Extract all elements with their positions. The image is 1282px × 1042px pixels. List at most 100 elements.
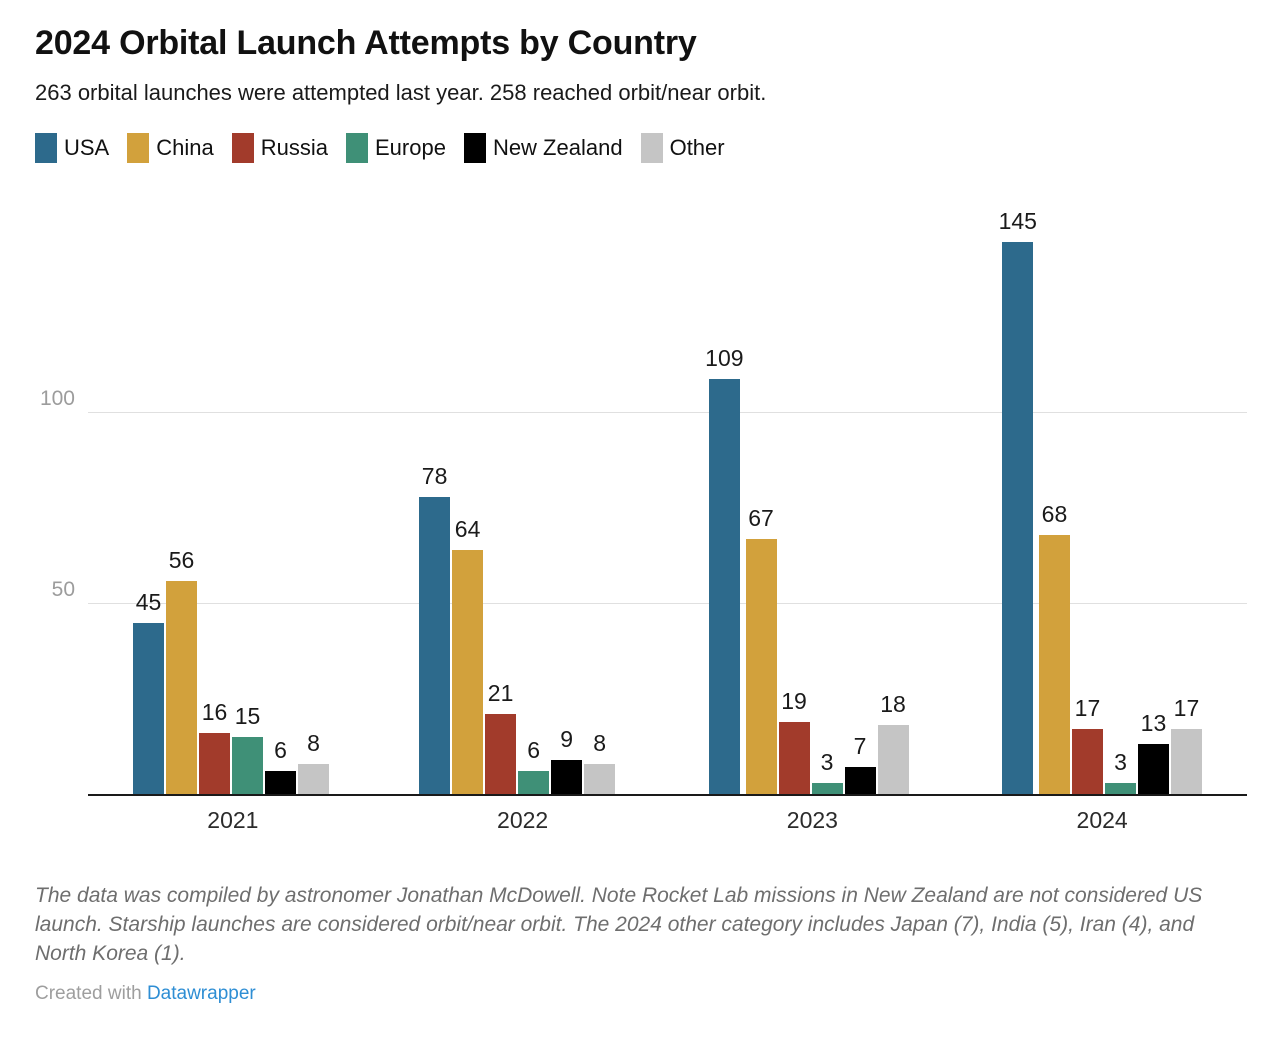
bar-col-europe-2023: 3 bbox=[811, 748, 843, 794]
legend-label-other: Other bbox=[669, 135, 725, 160]
bar-col-europe-2024: 3 bbox=[1104, 748, 1136, 794]
legend-swatch-china bbox=[127, 133, 150, 163]
bar-col-china-2024: 68 bbox=[1038, 500, 1070, 794]
bar-col-china-2022: 64 bbox=[452, 516, 484, 794]
value-label-europe-2024: 3 bbox=[1114, 748, 1127, 775]
value-label-usa-2023: 109 bbox=[705, 344, 744, 371]
bar-other-2022 bbox=[584, 763, 616, 794]
legend-label-russia: Russia bbox=[260, 135, 328, 160]
gridline-100 bbox=[88, 412, 1247, 413]
x-axis-label-2023: 2023 bbox=[786, 807, 838, 833]
value-label-usa-2024: 145 bbox=[998, 207, 1037, 234]
bar-new-zealand-2022 bbox=[551, 759, 583, 794]
bar-col-other-2021: 8 bbox=[298, 729, 330, 794]
bar-russia-2022 bbox=[485, 714, 517, 794]
legend-label-usa: USA bbox=[64, 135, 110, 160]
bar-new-zealand-2021 bbox=[265, 771, 297, 794]
legend-item-new-zealand: New Zealand bbox=[463, 133, 623, 163]
legend-label-europe: Europe bbox=[374, 135, 446, 160]
bar-col-other-2022: 8 bbox=[584, 730, 616, 794]
bar-europe-2022 bbox=[518, 771, 550, 794]
bar-other-2023 bbox=[877, 725, 909, 794]
bar-russia-2024 bbox=[1071, 729, 1103, 794]
bar-col-new-zealand-2022: 9 bbox=[551, 726, 583, 794]
bar-col-other-2023: 18 bbox=[877, 691, 909, 794]
chart-header: 2024 Orbital Launch Attempts by Country … bbox=[35, 24, 1247, 106]
bar-russia-2023 bbox=[778, 721, 810, 794]
bar-new-zealand-2024 bbox=[1137, 744, 1169, 794]
bar-usa-2023 bbox=[708, 378, 740, 794]
page-title: 2024 Orbital Launch Attempts by Country bbox=[35, 24, 697, 62]
chart-subtitle: 263 orbital launches were attempted last… bbox=[35, 80, 767, 105]
legend-swatch-usa bbox=[35, 133, 57, 163]
legend-swatch-new-zealand bbox=[463, 133, 486, 163]
bar-usa-2024 bbox=[1002, 241, 1034, 794]
legend-item-other: Other bbox=[640, 133, 725, 163]
bar-col-new-zealand-2021: 6 bbox=[265, 737, 297, 794]
bar-group-2021: 45 56 16 15 6 8 bbox=[133, 547, 330, 794]
bar-col-europe-2021: 15 bbox=[232, 702, 264, 794]
bar-col-usa-2022: 78 bbox=[419, 462, 451, 794]
bar-col-russia-2023: 19 bbox=[778, 687, 810, 794]
value-label-europe-2023: 3 bbox=[820, 748, 834, 775]
bar-col-usa-2021: 45 bbox=[133, 588, 165, 794]
bar-china-2024 bbox=[1038, 534, 1070, 794]
bar-china-2023 bbox=[745, 538, 777, 794]
value-label-new-zealand-2021: 6 bbox=[274, 737, 287, 764]
legend-label-new-zealand: New Zealand bbox=[492, 135, 623, 160]
bar-group-2024: 145 68 17 3 13 17 bbox=[999, 208, 1202, 794]
value-label-other-2024: 17 bbox=[1173, 695, 1200, 722]
gridline-50 bbox=[88, 602, 1247, 604]
value-label-usa-2022: 78 bbox=[421, 462, 448, 489]
bars-layer: 45 56 16 15 6 8 78 64 21 6 9 8 109 67 19 3 7 18 145 68 17 3 13… bbox=[88, 208, 1247, 794]
x-axis-line bbox=[88, 794, 1247, 796]
bar-chart: 50 100 45 56 16 15 6 8 78 64 21 6 9 8 109 67 19 3 7 18 145 6… bbox=[35, 179, 1247, 834]
value-label-usa-2021: 45 bbox=[135, 588, 162, 615]
value-label-new-zealand-2023: 7 bbox=[853, 733, 867, 760]
footnote: The data was compiled by astronomer Jona… bbox=[35, 884, 1203, 965]
bar-col-russia-2022: 21 bbox=[485, 680, 517, 794]
legend-item-europe: Europe bbox=[345, 133, 446, 163]
y-tick-label-100: 100 bbox=[39, 387, 75, 410]
legend-item-china: China bbox=[127, 133, 214, 163]
legend-swatch-other bbox=[640, 133, 663, 163]
value-label-russia-2022: 21 bbox=[487, 680, 514, 706]
bar-usa-2022 bbox=[419, 496, 451, 794]
bar-col-new-zealand-2024: 13 bbox=[1137, 710, 1169, 794]
bar-russia-2021 bbox=[199, 733, 231, 794]
legend-label-china: China bbox=[156, 135, 214, 160]
bar-col-china-2023: 67 bbox=[745, 504, 777, 794]
bar-china-2022 bbox=[452, 550, 484, 794]
value-label-china-2024: 68 bbox=[1041, 500, 1068, 527]
x-axis-labels: 2021 2022 2023 2024 bbox=[88, 807, 1247, 834]
bar-group-2023: 109 67 19 3 7 18 bbox=[705, 344, 909, 794]
credit-line: Created with Datawrapper bbox=[35, 983, 1247, 1005]
value-label-new-zealand-2024: 13 bbox=[1140, 710, 1167, 737]
legend-swatch-europe bbox=[345, 133, 368, 163]
legend-swatch-russia bbox=[231, 133, 254, 163]
value-label-russia-2021: 16 bbox=[201, 699, 228, 726]
legend-item-russia: Russia bbox=[231, 133, 328, 163]
legend-item-usa: USA bbox=[35, 133, 109, 163]
bar-china-2021 bbox=[166, 580, 198, 794]
value-label-russia-2023: 19 bbox=[781, 687, 807, 714]
bar-group-2022: 78 64 21 6 9 8 bbox=[419, 462, 616, 794]
bar-europe-2024 bbox=[1104, 782, 1136, 794]
value-label-china-2023: 67 bbox=[748, 504, 774, 531]
bar-europe-2021 bbox=[232, 736, 264, 794]
bar-col-russia-2024: 17 bbox=[1071, 695, 1103, 794]
bar-col-new-zealand-2023: 7 bbox=[844, 733, 876, 794]
credit-prefix: Created with bbox=[35, 982, 147, 1004]
bar-col-usa-2023: 109 bbox=[705, 344, 744, 794]
value-label-china-2022: 64 bbox=[454, 516, 481, 543]
bar-new-zealand-2023 bbox=[844, 767, 876, 794]
y-tick-label-50: 50 bbox=[51, 577, 75, 601]
x-axis-label-2021: 2021 bbox=[207, 807, 259, 833]
bar-col-europe-2022: 6 bbox=[518, 737, 550, 794]
x-axis-label-2024: 2024 bbox=[1076, 807, 1128, 833]
datawrapper-link[interactable]: Datawrapper bbox=[146, 982, 256, 1004]
value-label-europe-2021: 15 bbox=[234, 702, 261, 729]
bar-col-other-2024: 17 bbox=[1170, 695, 1202, 794]
bar-usa-2021 bbox=[133, 622, 165, 794]
value-label-other-2021: 8 bbox=[307, 729, 320, 756]
